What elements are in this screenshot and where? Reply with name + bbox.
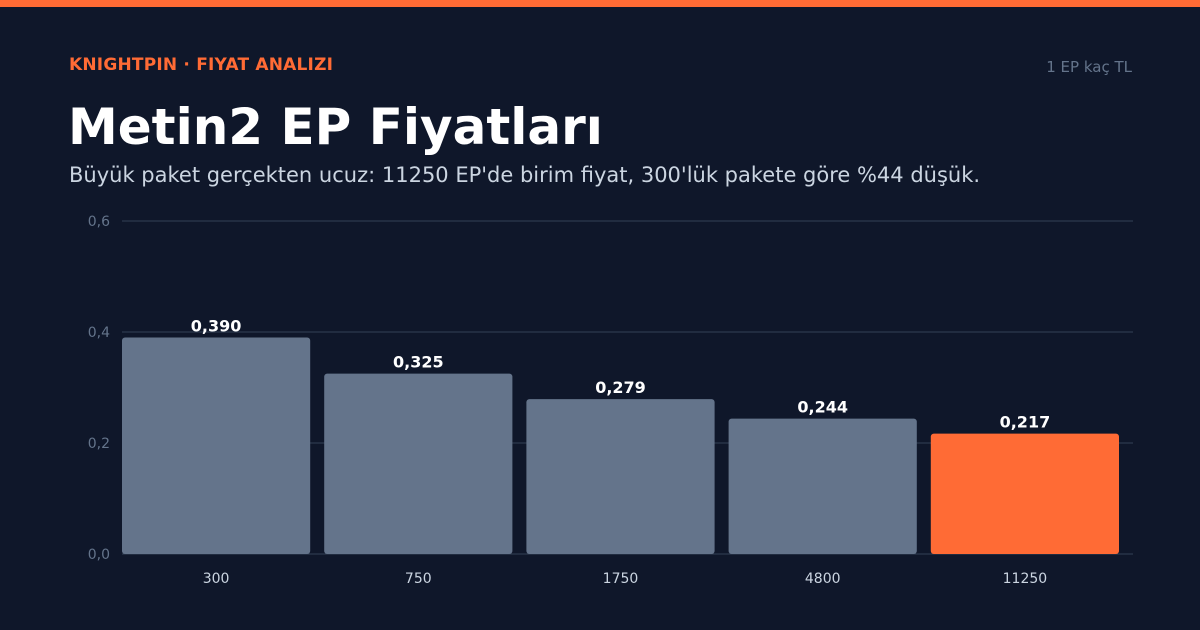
y-tick-label: 0,2 xyxy=(88,436,110,452)
bar-300 xyxy=(122,337,311,554)
bar-11250 xyxy=(930,433,1119,554)
chart-title: Metin2 EP Fiyatları xyxy=(68,98,603,156)
bar-value-label: 0,244 xyxy=(797,398,848,417)
unit-note: 1 EP kaç TL xyxy=(1046,58,1132,76)
x-tick-label: 300 xyxy=(203,571,230,587)
chart-subtitle: Büyük paket gerçekten ucuz: 11250 EP'de … xyxy=(69,163,981,187)
bar-1750 xyxy=(526,399,715,554)
y-tick-label: 0,6 xyxy=(88,214,110,230)
y-tick-label: 0,4 xyxy=(88,325,110,341)
brand-label: KNIGHTPIN · FIYAT ANALIZI xyxy=(69,55,334,75)
bar-value-label: 0,325 xyxy=(393,353,444,372)
bar-value-label: 0,279 xyxy=(595,378,646,397)
bar-750 xyxy=(324,373,513,554)
bar-4800 xyxy=(728,418,917,554)
x-tick-label: 11250 xyxy=(1003,571,1048,587)
accent-top-bar xyxy=(0,0,1200,7)
x-tick-label: 4800 xyxy=(805,571,841,587)
bar-value-label: 0,217 xyxy=(1000,413,1051,432)
y-tick-label: 0,0 xyxy=(88,547,110,563)
x-tick-label: 1750 xyxy=(603,571,639,587)
x-tick-label: 750 xyxy=(405,571,432,587)
bar-value-label: 0,390 xyxy=(191,317,242,336)
